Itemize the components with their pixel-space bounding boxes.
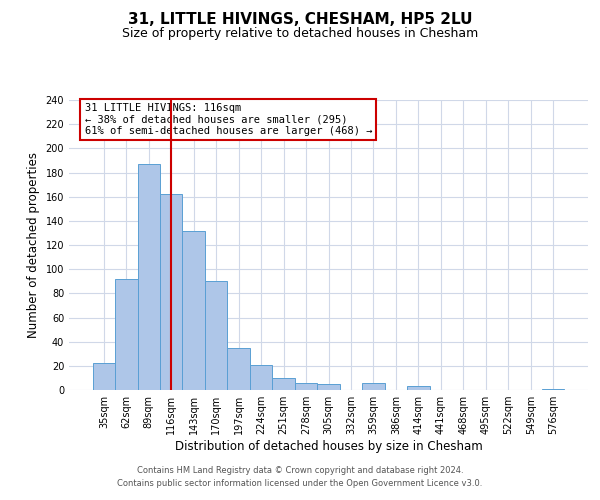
Bar <box>362 383 385 390</box>
Bar <box>542 389 565 390</box>
X-axis label: Distribution of detached houses by size in Chesham: Distribution of detached houses by size … <box>175 440 482 453</box>
Bar <box>250 364 272 390</box>
Text: Contains HM Land Registry data © Crown copyright and database right 2024.
Contai: Contains HM Land Registry data © Crown c… <box>118 466 482 487</box>
Bar <box>317 384 340 390</box>
Bar <box>160 194 182 390</box>
Bar <box>272 378 295 390</box>
Bar <box>295 383 317 390</box>
Bar <box>137 164 160 390</box>
Text: 31 LITTLE HIVINGS: 116sqm
← 38% of detached houses are smaller (295)
61% of semi: 31 LITTLE HIVINGS: 116sqm ← 38% of detac… <box>85 103 372 136</box>
Bar <box>205 281 227 390</box>
Bar <box>92 364 115 390</box>
Bar <box>227 348 250 390</box>
Bar <box>407 386 430 390</box>
Text: 31, LITTLE HIVINGS, CHESHAM, HP5 2LU: 31, LITTLE HIVINGS, CHESHAM, HP5 2LU <box>128 12 472 28</box>
Text: Size of property relative to detached houses in Chesham: Size of property relative to detached ho… <box>122 28 478 40</box>
Y-axis label: Number of detached properties: Number of detached properties <box>27 152 40 338</box>
Bar <box>182 230 205 390</box>
Bar <box>115 279 137 390</box>
